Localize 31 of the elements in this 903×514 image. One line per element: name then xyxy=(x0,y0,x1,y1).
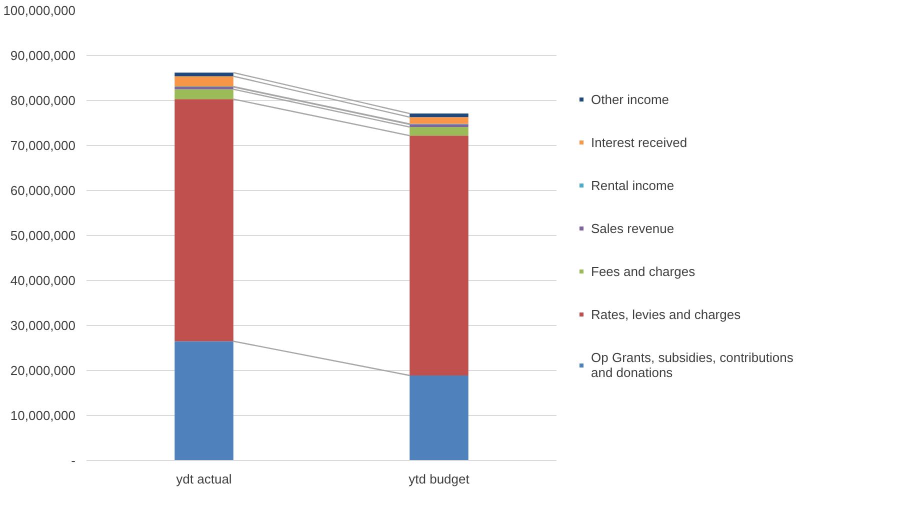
bar xyxy=(174,72,234,76)
bar xyxy=(410,136,468,376)
y-tick-label: 60,000,000 xyxy=(10,183,76,198)
bar xyxy=(174,99,234,342)
y-tick-label: 100,000,000 xyxy=(3,3,76,18)
bar xyxy=(174,76,234,87)
legend-label: Sales revenue xyxy=(591,220,674,236)
y-tick-label: - xyxy=(71,453,76,468)
bar xyxy=(410,375,468,460)
y-tick-label: 10,000,000 xyxy=(10,408,76,423)
legend-label: Op Grants, subsidies, contributions and donations xyxy=(591,350,794,380)
y-tick-label: 70,000,000 xyxy=(10,138,76,153)
legend-label: Other income xyxy=(591,92,670,106)
y-tick-label: 20,000,000 xyxy=(10,363,76,378)
x-tick-label: ydt actual xyxy=(176,472,232,486)
legend-label: Rates, levies and charges xyxy=(591,306,741,322)
x-tick-label: ytd budget xyxy=(408,472,470,486)
bar xyxy=(410,127,468,136)
bar xyxy=(410,124,468,128)
bar xyxy=(174,89,234,100)
legend-label: Rental income xyxy=(591,178,674,192)
y-tick-label: 40,000,000 xyxy=(10,273,76,288)
y-tick-label: 90,000,000 xyxy=(10,48,76,63)
legend-label: Interest received xyxy=(591,134,688,150)
y-tick-label: 80,000,000 xyxy=(10,93,76,108)
bar xyxy=(174,341,234,460)
legend-label: Fees and charges xyxy=(591,264,696,278)
bar xyxy=(410,114,468,118)
y-tick-label: 50,000,000 xyxy=(10,228,76,243)
bar xyxy=(410,117,468,124)
y-tick-label: 30,000,000 xyxy=(10,318,76,333)
